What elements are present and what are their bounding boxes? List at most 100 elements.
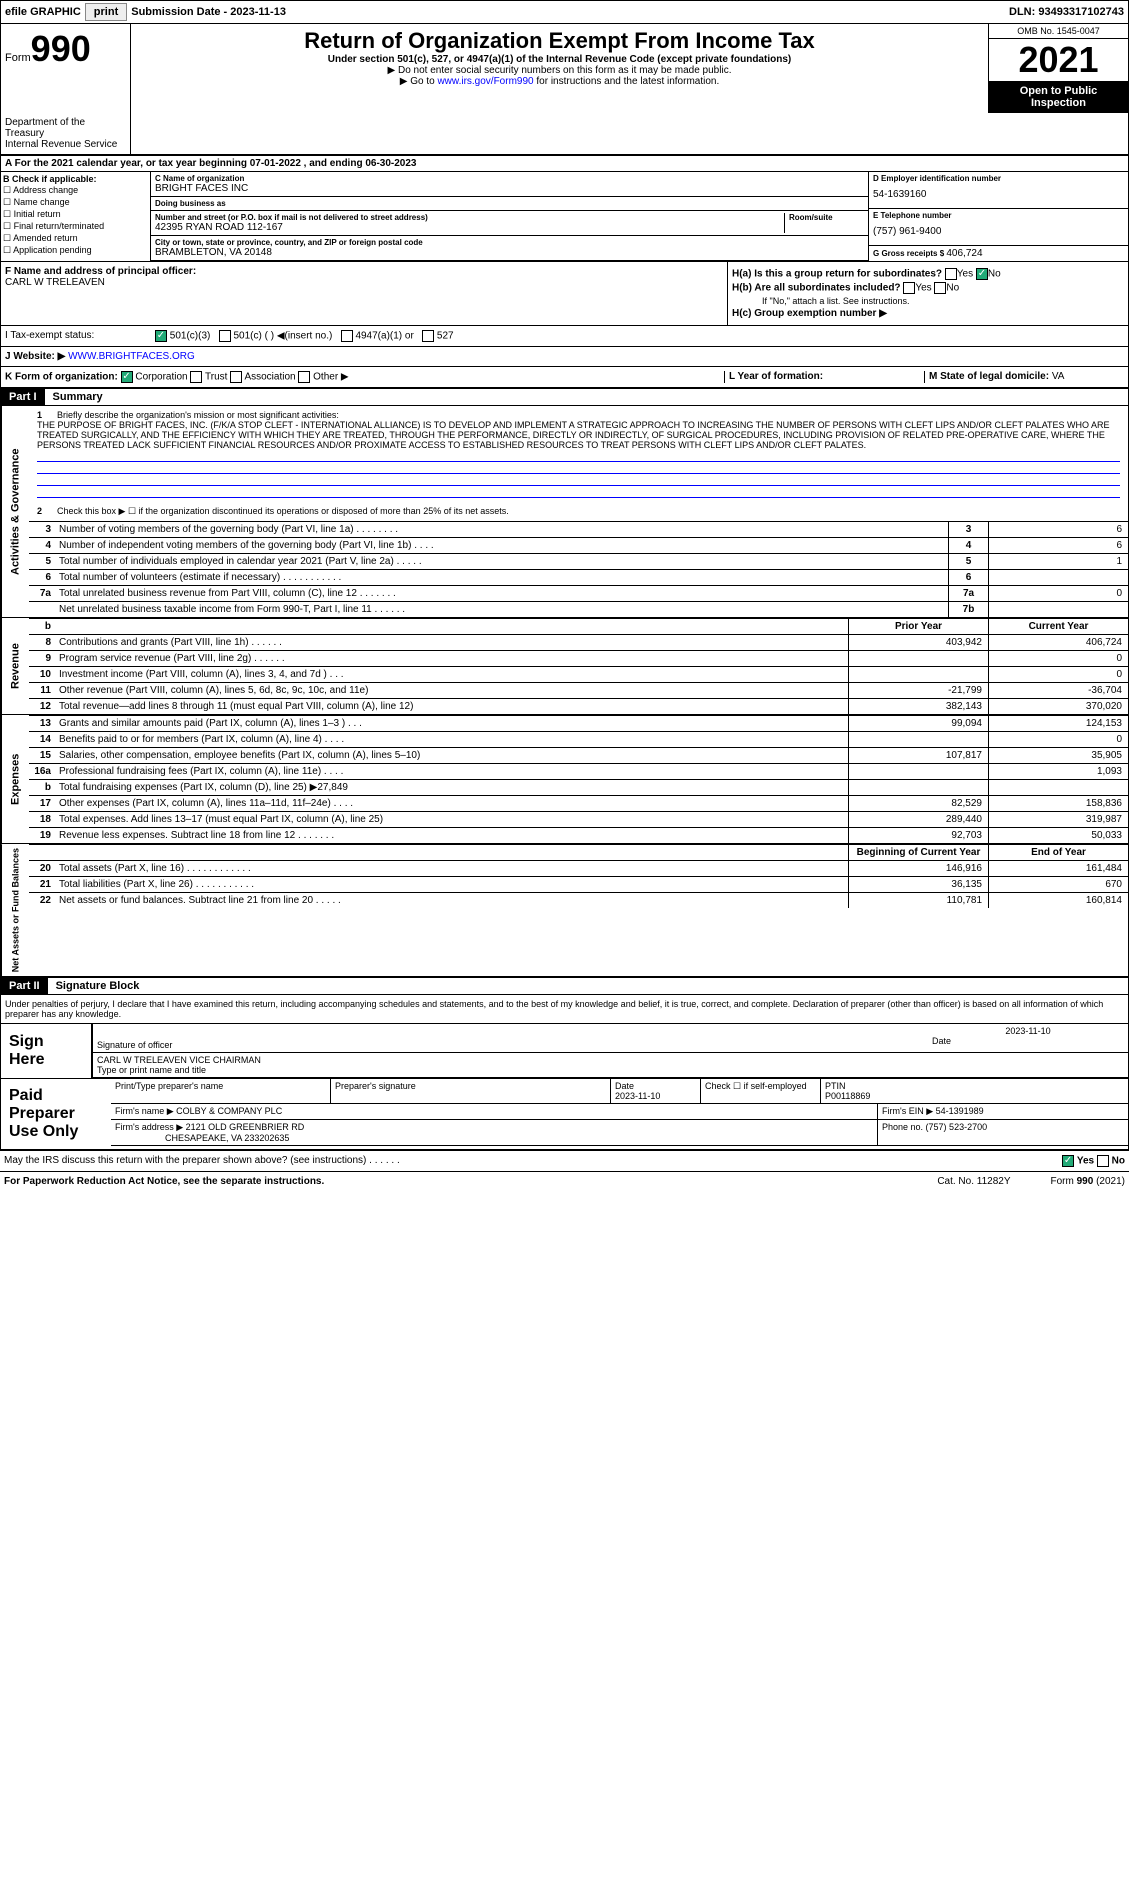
side-revenue: Revenue xyxy=(1,618,29,714)
penalty-text: Under penalties of perjury, I declare th… xyxy=(0,995,1129,1023)
chk-name[interactable]: ☐ Name change xyxy=(3,197,148,208)
ptin: P00118869 xyxy=(825,1091,870,1101)
ha-yes[interactable] xyxy=(945,268,957,280)
table-row: 16aProfessional fundraising fees (Part I… xyxy=(29,763,1128,779)
box-c: C Name of organizationBRIGHT FACES INC D… xyxy=(151,172,868,261)
print-button[interactable]: print xyxy=(85,3,127,21)
form-note1: ▶ Do not enter social security numbers o… xyxy=(135,65,984,76)
table-row: Net unrelated business taxable income fr… xyxy=(29,601,1128,617)
chk-trust[interactable] xyxy=(190,371,202,383)
part2-header: Part II Signature Block xyxy=(0,977,1129,995)
section-fh: F Name and address of principal officer:… xyxy=(0,262,1129,326)
rev-header: b Prior Year Current Year xyxy=(29,618,1128,634)
chk-501c[interactable] xyxy=(219,330,231,342)
title-block: Return of Organization Exempt From Incom… xyxy=(131,24,988,113)
form-title: Return of Organization Exempt From Incom… xyxy=(135,28,984,54)
governance-section: Activities & Governance 1Briefly describ… xyxy=(0,406,1129,617)
hb-yes[interactable] xyxy=(903,282,915,294)
section-k: K Form of organization: ✓ Corporation Tr… xyxy=(0,367,1129,388)
table-row: 15Salaries, other compensation, employee… xyxy=(29,747,1128,763)
efile-label: efile GRAPHIC xyxy=(5,6,81,18)
form-number-box: Form990 xyxy=(1,24,131,113)
top-bar: efile GRAPHIC print Submission Date - 20… xyxy=(0,0,1129,24)
chk-amended[interactable]: ☐ Amended return xyxy=(3,233,148,244)
preparer-block: Paid Preparer Use Only Print/Type prepar… xyxy=(1,1079,1128,1149)
hb-no[interactable] xyxy=(934,282,946,294)
chk-527[interactable] xyxy=(422,330,434,342)
chk-assoc[interactable] xyxy=(230,371,242,383)
table-row: 22Net assets or fund balances. Subtract … xyxy=(29,892,1128,908)
table-row: 9Program service revenue (Part VIII, lin… xyxy=(29,650,1128,666)
section-j: J Website: ▶ WWW.BRIGHTFACES.ORG xyxy=(0,347,1129,367)
form-subtitle: Under section 501(c), 527, or 4947(a)(1)… xyxy=(135,54,984,65)
box-b: B Check if applicable: ☐ Address change … xyxy=(1,172,151,261)
table-row: 19Revenue less expenses. Subtract line 1… xyxy=(29,827,1128,843)
box-i-label: I Tax-exempt status: xyxy=(1,326,151,346)
firm-ein: 54-1391989 xyxy=(936,1106,984,1116)
table-row: bTotal fundraising expenses (Part IX, co… xyxy=(29,779,1128,795)
table-row: 14Benefits paid to or for members (Part … xyxy=(29,731,1128,747)
chk-4947[interactable] xyxy=(341,330,353,342)
table-row: 11Other revenue (Part VIII, column (A), … xyxy=(29,682,1128,698)
website-link[interactable]: WWW.BRIGHTFACES.ORG xyxy=(65,351,194,362)
paid-preparer: Paid Preparer Use Only xyxy=(1,1079,111,1149)
discuss-row: May the IRS discuss this return with the… xyxy=(0,1150,1129,1171)
side-net: Net Assets or Fund Balances xyxy=(1,844,29,976)
table-row: 7aTotal unrelated business revenue from … xyxy=(29,585,1128,601)
side-expenses: Expenses xyxy=(1,715,29,843)
box-f: F Name and address of principal officer:… xyxy=(1,262,728,325)
table-row: 6Total number of volunteers (estimate if… xyxy=(29,569,1128,585)
form-header: Form990 Return of Organization Exempt Fr… xyxy=(0,24,1129,113)
table-row: 13Grants and similar amounts paid (Part … xyxy=(29,715,1128,731)
revenue-section: Revenue b Prior Year Current Year 8Contr… xyxy=(0,617,1129,714)
chk-address[interactable]: ☐ Address change xyxy=(3,185,148,196)
chk-other[interactable] xyxy=(298,371,310,383)
table-row: 17Other expenses (Part IX, column (A), l… xyxy=(29,795,1128,811)
chk-501c3[interactable]: ✓ xyxy=(155,330,167,342)
table-row: 21Total liabilities (Part X, line 26) . … xyxy=(29,876,1128,892)
firm-addr: 2121 OLD GREENBRIER RD xyxy=(186,1122,305,1132)
chk-final[interactable]: ☐ Final return/terminated xyxy=(3,221,148,232)
ha-no[interactable]: ✓ xyxy=(976,268,988,280)
part1-header: Part I Summary xyxy=(0,388,1129,406)
discuss-yes[interactable]: ✓ xyxy=(1062,1155,1074,1167)
org-address: 42395 RYAN ROAD 112-167 xyxy=(155,222,784,233)
officer-name: CARL W TRELEAVEN xyxy=(5,277,723,288)
dept-treasury: Department of the Treasury Internal Reve… xyxy=(1,113,131,154)
table-row: 3Number of voting members of the governi… xyxy=(29,521,1128,537)
table-row: 5Total number of individuals employed in… xyxy=(29,553,1128,569)
org-name: BRIGHT FACES INC xyxy=(155,183,864,194)
net-header: Beginning of Current Year End of Year xyxy=(29,844,1128,860)
signer-name: CARL W TRELEAVEN VICE CHAIRMAN xyxy=(97,1055,1124,1065)
form-ref: Form 990 (2021) xyxy=(1051,1176,1125,1187)
phone: (757) 961-9400 xyxy=(873,220,1124,243)
open-public: Open to Public Inspection xyxy=(989,81,1128,113)
discuss-no[interactable] xyxy=(1097,1155,1109,1167)
submission-label: Submission Date - 2023-11-13 xyxy=(131,6,286,18)
ein: 54-1639160 xyxy=(873,183,1124,206)
chk-pending[interactable]: ☐ Application pending xyxy=(3,245,148,256)
side-governance: Activities & Governance xyxy=(1,406,29,617)
org-city: BRAMBLETON, VA 20148 xyxy=(155,247,864,258)
domicile: VA xyxy=(1052,371,1065,382)
form-note2: ▶ Go to www.irs.gov/Form990 for instruct… xyxy=(135,76,984,87)
tax-year: 2021 xyxy=(989,39,1128,81)
dln-label: DLN: 93493317102743 xyxy=(1009,6,1124,18)
chk-corp[interactable]: ✓ xyxy=(121,371,133,383)
irs-link[interactable]: www.irs.gov/Form990 xyxy=(437,76,533,87)
firm-name: COLBY & COMPANY PLC xyxy=(176,1106,282,1116)
section-i: I Tax-exempt status: ✓ 501(c)(3) 501(c) … xyxy=(0,326,1129,347)
year-box: OMB No. 1545-0047 2021 Open to Public In… xyxy=(988,24,1128,113)
table-row: 10Investment income (Part VIII, column (… xyxy=(29,666,1128,682)
mission-text: THE PURPOSE OF BRIGHT FACES, INC. (F/K/A… xyxy=(37,420,1110,450)
table-row: 12Total revenue—add lines 8 through 11 (… xyxy=(29,698,1128,714)
table-row: 20Total assets (Part X, line 16) . . . .… xyxy=(29,860,1128,876)
net-assets-section: Net Assets or Fund Balances Beginning of… xyxy=(0,843,1129,977)
chk-initial[interactable]: ☐ Initial return xyxy=(3,209,148,220)
table-row: 8Contributions and grants (Part VIII, li… xyxy=(29,634,1128,650)
tax-period: A For the 2021 calendar year, or tax yea… xyxy=(0,155,1129,172)
section-bcd: B Check if applicable: ☐ Address change … xyxy=(0,172,1129,262)
table-row: 4Number of independent voting members of… xyxy=(29,537,1128,553)
firm-phone: (757) 523-2700 xyxy=(926,1122,988,1132)
expenses-section: Expenses 13Grants and similar amounts pa… xyxy=(0,714,1129,843)
